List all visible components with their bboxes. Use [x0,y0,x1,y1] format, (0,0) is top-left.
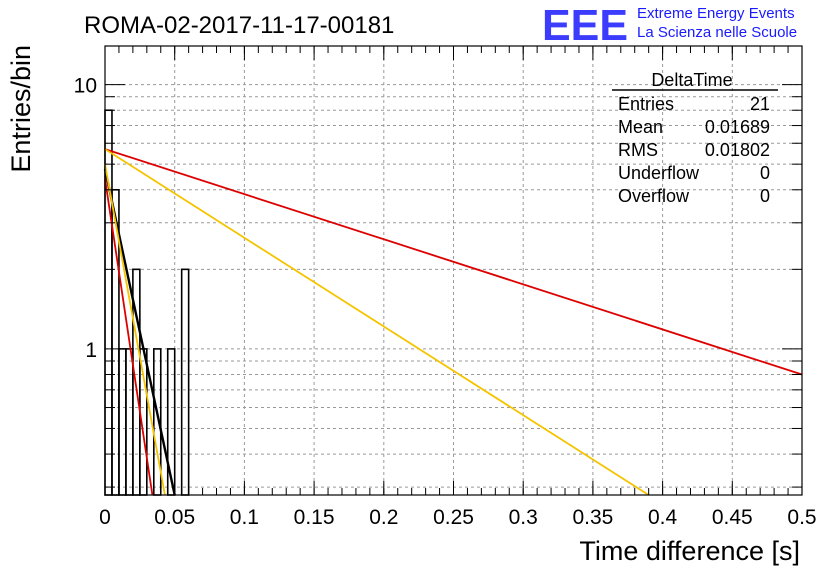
histogram-bar [180,268,190,496]
y-tick-label: 1 [85,339,97,362]
stats-row-label: RMS [618,140,658,160]
logo-line2: La Scienza nelle Scuole [637,24,797,41]
y-axis-label: Entries/bin [6,45,36,173]
x-tick-label: 0.25 [433,506,474,529]
x-tick-label: 0.1 [230,506,259,529]
x-tick-label: 0.05 [154,506,195,529]
axis-tick-labels: 0 0.05 0.1 0.15 0.2 0.25 0.3 0.35 0.4 0.45 0.5 1 10 [74,75,817,529]
x-tick-label: 0.5 [787,506,816,529]
x-tick-label: 0.2 [369,506,398,529]
fit-curve-2 [104,178,154,496]
fit-curve-5 [104,148,650,496]
stats-row-value: 0.01689 [705,117,770,137]
stats-row-label: Mean [618,117,663,137]
stats-row-value: 0.01802 [705,140,770,160]
axis-ticks [104,46,803,495]
stats-row-label: Entries [618,94,674,114]
x-tick-label: 0.15 [294,506,335,529]
histogram-bar [125,348,134,496]
stats-box: DeltaTime Entries 21 Mean 0.01689 RMS 0.01802… [612,70,778,206]
x-tick-label: 0.4 [648,506,678,529]
stats-box-title: DeltaTime [651,70,732,90]
x-tick-label: 0 [99,506,111,529]
logo-line1: Extreme Energy Events [637,5,795,22]
x-axis-label: Time difference [s] [579,536,800,566]
stats-row-label: Underflow [618,163,700,183]
y-tick-label: 10 [74,75,97,98]
x-tick-label: 0.3 [509,506,538,529]
fit-curve-3 [104,164,166,496]
stats-row-value: 21 [750,94,770,114]
stats-row-label: Overflow [618,186,690,206]
stats-row-value: 0 [760,163,770,183]
histogram-bars [104,109,190,496]
fit-curves [103,148,803,496]
eee-logo: EEE Extreme Energy Events La Scienza nel… [542,1,797,50]
logo-mark: EEE [542,1,628,50]
grid-lines [105,46,802,495]
plot-frame [104,45,803,496]
stats-row-value: 0 [760,186,770,206]
x-tick-label: 0.45 [712,506,753,529]
fit-curve-4 [104,148,803,376]
x-tick-label: 0.35 [572,506,613,529]
fit-curve-1 [103,168,176,496]
histogram-bar [118,348,127,496]
chart-title: ROMA-02-2017-11-17-00181 [84,12,394,39]
